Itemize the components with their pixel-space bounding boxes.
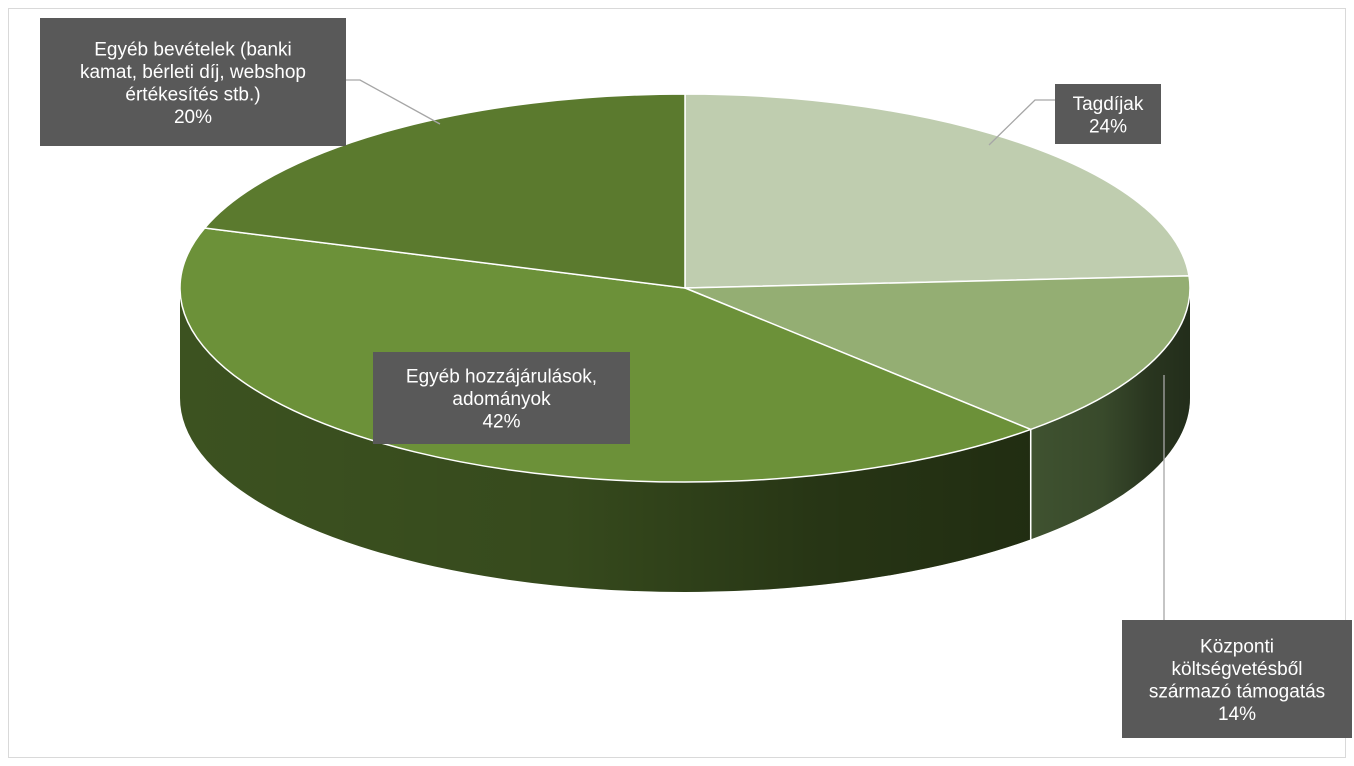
data-label-value: 20%: [174, 107, 212, 128]
data-label-text: Egyéb hozzájárulások,: [406, 367, 597, 388]
data-label-box: [1122, 620, 1352, 738]
data-label-value: 14%: [1218, 704, 1256, 725]
data-label-text: Egyéb bevételek (banki: [94, 39, 292, 60]
data-label-text: származó támogatás: [1149, 681, 1325, 702]
data-label-value: 42%: [482, 412, 520, 433]
pie-top-layer: [179, 93, 1191, 483]
leader-line-4: [346, 79, 441, 125]
leader-line-1: [988, 99, 1055, 146]
pie-side-shade-3: [180, 288, 1031, 593]
leader-lines: [346, 79, 1165, 620]
pie-slice-4: [203, 93, 686, 289]
pie-slice-2: [684, 275, 1191, 431]
data-label-text: Tagdíjak: [1073, 94, 1144, 115]
data-label-text: értékesítés stb.): [125, 84, 260, 105]
data-label-text: Központi: [1200, 636, 1274, 657]
pie-slice-1: [684, 93, 1190, 289]
data-label-box: [373, 352, 630, 444]
data-label-text: kamat, bérleti díj, webshop: [80, 62, 306, 83]
pie-side-shade-2: [1030, 288, 1190, 540]
data-label-box: [40, 18, 346, 146]
pie-side-layer: [180, 288, 1190, 593]
data-label-value: 24%: [1089, 116, 1127, 137]
data-label-text: költségvetésből: [1172, 659, 1303, 680]
data-label-box: [1055, 84, 1161, 144]
data-label-text: adományok: [452, 389, 551, 410]
